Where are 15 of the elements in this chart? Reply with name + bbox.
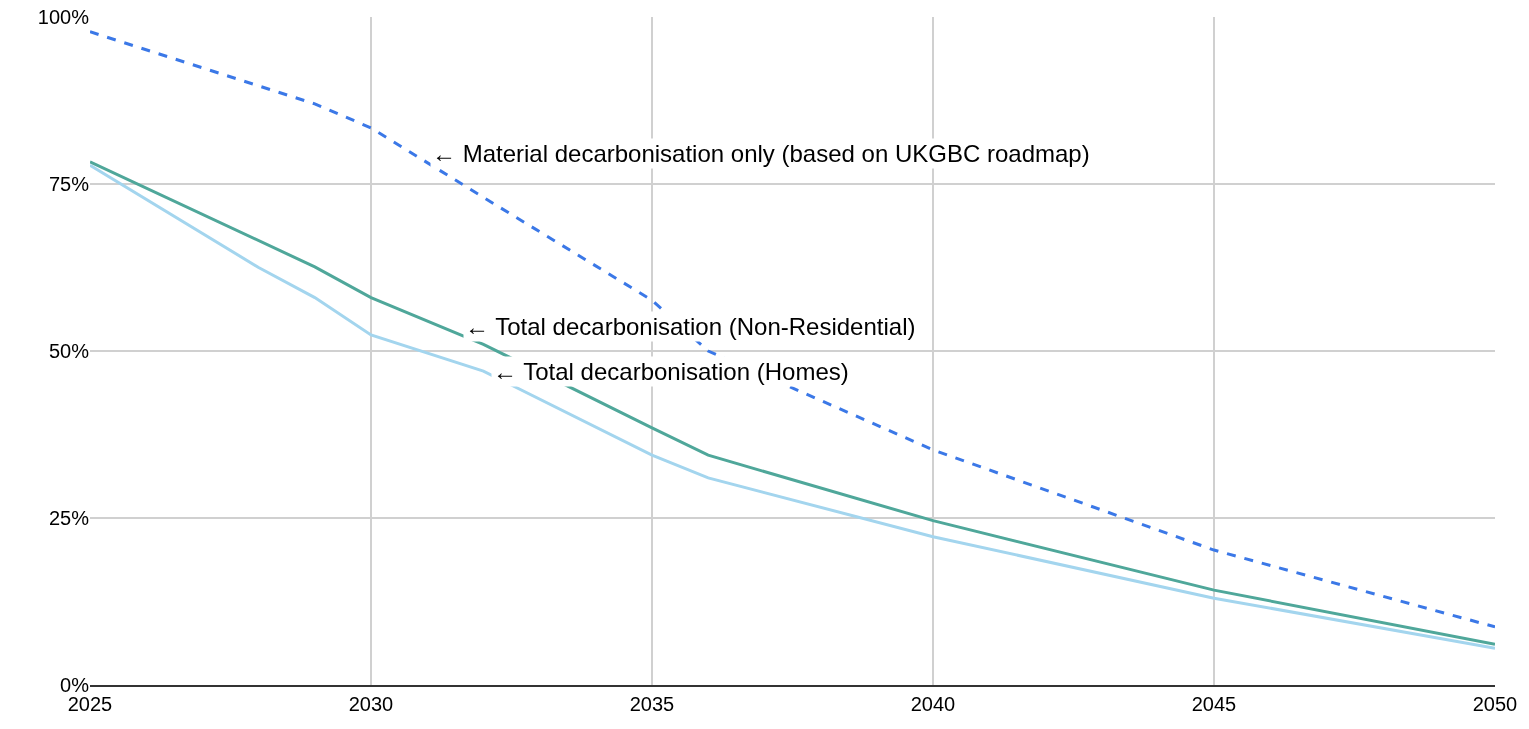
y-tick-label: 100% [37, 6, 90, 28]
x-tick-label: 2035 [629, 693, 675, 715]
y-tick-label: 50% [48, 340, 90, 362]
x-tick-label: 2025 [67, 693, 113, 715]
x-tick-label: 2045 [1191, 693, 1237, 715]
x-tick-label: 2040 [910, 693, 956, 715]
annotation: ← Total decarbonisation (Non-Residential) [465, 313, 916, 340]
y-tick-label: 0% [60, 674, 90, 696]
y-tick-label: 75% [48, 173, 90, 195]
line-series [90, 30, 1495, 629]
x-tick-label: 2050 [1472, 693, 1518, 715]
y-tick-label: 25% [48, 507, 90, 529]
annotation: ← Material decarbonisation only (based on UKGBC roadmap) [432, 140, 1090, 167]
annotation: ← Total decarbonisation (Homes) [493, 358, 849, 385]
x-tick-label: 2030 [348, 693, 394, 715]
